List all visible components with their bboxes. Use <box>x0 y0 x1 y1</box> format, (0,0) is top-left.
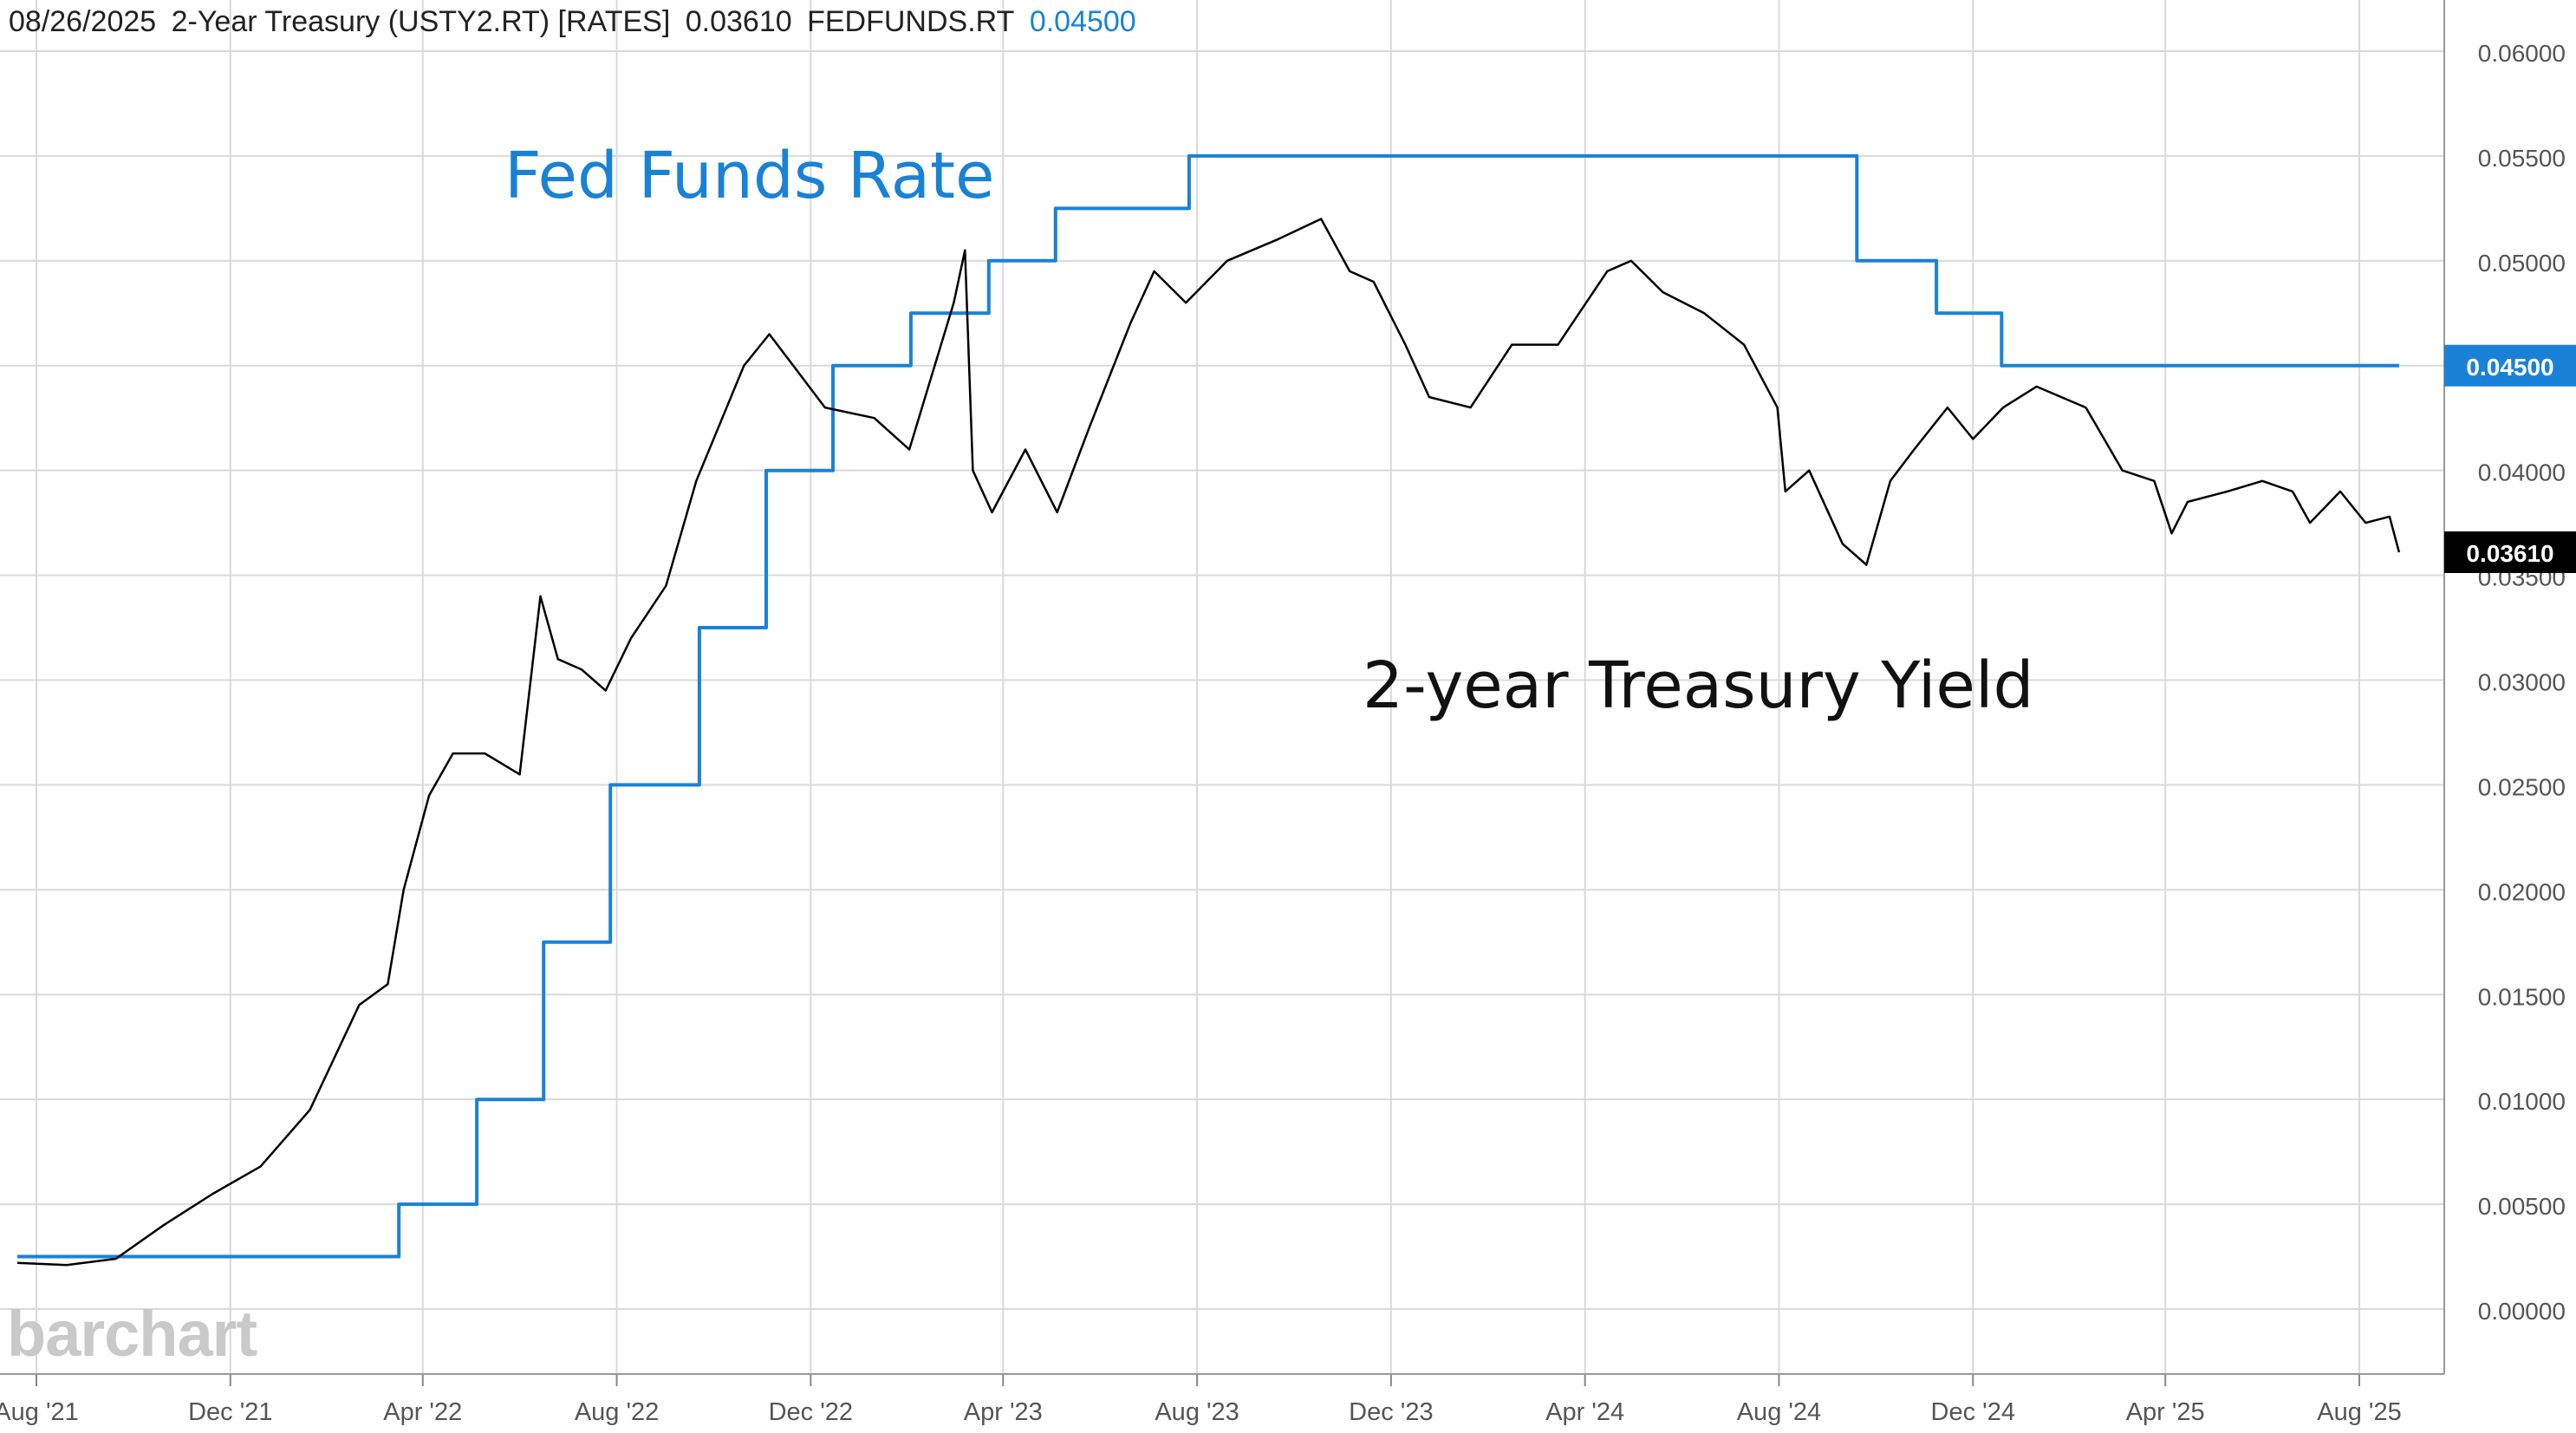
x-tick-label: Dec '21 <box>188 1398 272 1426</box>
x-tick-label: Aug '23 <box>1155 1398 1239 1426</box>
x-tick-label: Dec '24 <box>1931 1398 2015 1426</box>
barchart-logo: barchart <box>7 1298 257 1370</box>
y-tick-label: 0.03000 <box>2478 669 2566 696</box>
header-date: 08/26/2025 <box>9 5 157 38</box>
fed-funds-line <box>17 153 2399 1259</box>
grid-lines <box>0 0 2444 1374</box>
x-tick-label: Apr '25 <box>2126 1398 2205 1426</box>
y-tick-label: 0.00000 <box>2478 1298 2566 1325</box>
x-tick-label: Apr '24 <box>1545 1398 1624 1426</box>
y-tick-label: 0.02500 <box>2478 773 2566 800</box>
y-tick-label: 0.01000 <box>2478 1088 2566 1115</box>
y-tick-label: 0.05000 <box>2478 250 2566 277</box>
last-value-label: 0.04500 <box>2466 354 2553 381</box>
x-tick-label: Apr '22 <box>383 1398 462 1426</box>
header-series2-name: FEDFUNDS.RT <box>807 5 1015 38</box>
last-value-tag <box>2444 344 2576 387</box>
x-tick-label: Aug '24 <box>1737 1398 1821 1426</box>
x-tick-label: Dec '23 <box>1349 1398 1433 1426</box>
last-value-tag <box>2444 531 2576 573</box>
header-series2-value: 0.04500 <box>1029 5 1136 38</box>
chart-header: 08/26/2025 2-Year Treasury (USTY2.RT) [R… <box>9 5 1143 39</box>
header-series1-value: 0.03610 <box>685 5 792 38</box>
x-tick-label: Aug '22 <box>575 1398 659 1426</box>
x-tick-label: Aug '25 <box>2317 1398 2401 1426</box>
x-tick-label: Dec '22 <box>769 1398 853 1426</box>
treasury-yield-line <box>16 218 2401 1267</box>
treasury-annotation: 2-year Treasury Yield <box>1363 648 2034 723</box>
y-tick-label: 0.01500 <box>2478 983 2566 1010</box>
y-tick-label: 0.00500 <box>2478 1193 2566 1220</box>
y-tick-label: 0.04000 <box>2478 459 2566 486</box>
y-tick-label: 0.02000 <box>2478 878 2566 905</box>
series-layer <box>16 153 2401 1267</box>
last-value-label: 0.03610 <box>2466 540 2553 567</box>
fed-funds-annotation: Fed Funds Rate <box>504 139 995 213</box>
y-tick-label: 0.05500 <box>2478 145 2566 172</box>
y-tick-label: 0.06000 <box>2478 40 2566 67</box>
header-series1-name: 2-Year Treasury (USTY2.RT) [RATES] <box>171 5 671 38</box>
x-tick-label: Apr '23 <box>964 1398 1043 1426</box>
x-tick-label: Aug '21 <box>0 1398 79 1426</box>
value-labels: 0.04500 0.03610 <box>2444 344 2576 573</box>
